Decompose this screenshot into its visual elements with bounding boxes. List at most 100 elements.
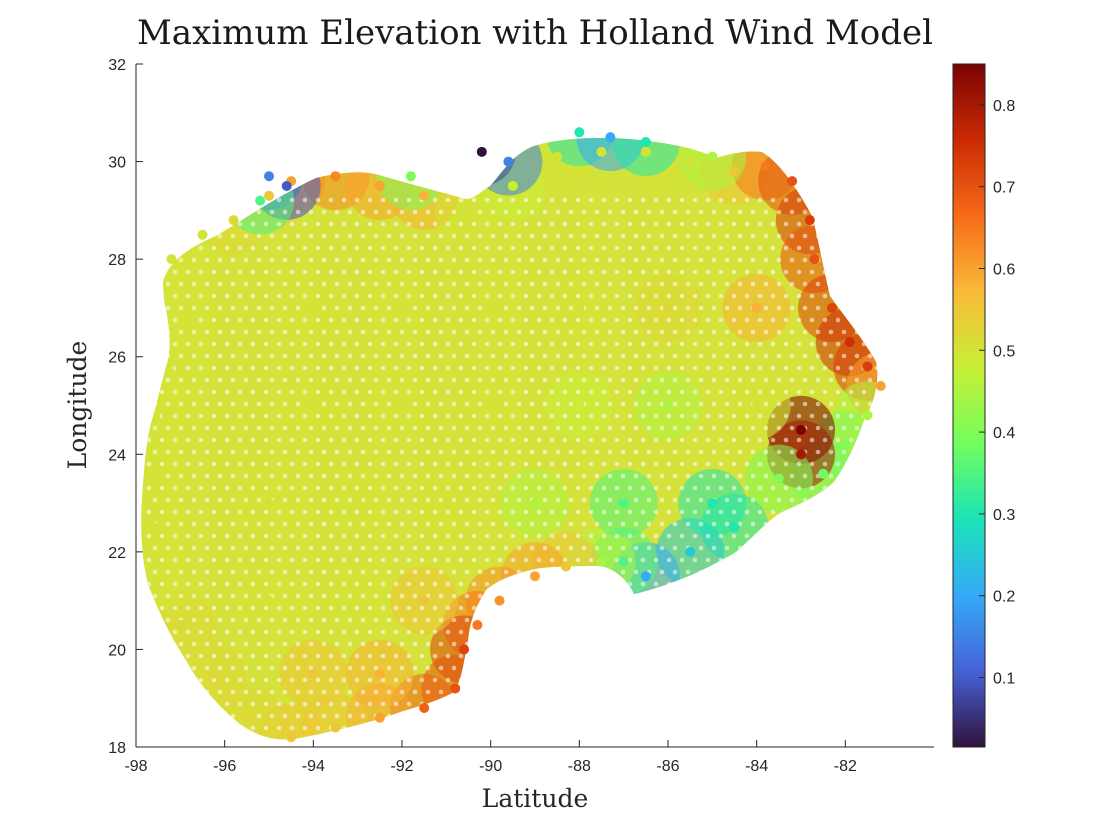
mesh-gap bbox=[315, 269, 321, 275]
mesh-gap bbox=[211, 221, 217, 227]
mesh-gap bbox=[711, 593, 717, 599]
mesh-gap bbox=[152, 353, 158, 359]
mesh-gap bbox=[653, 341, 659, 347]
mesh-gap bbox=[666, 701, 672, 707]
mesh-gap bbox=[282, 617, 288, 623]
mesh-gap bbox=[198, 701, 204, 707]
mesh-gap bbox=[321, 329, 327, 335]
mesh-gap bbox=[711, 449, 717, 455]
mesh-gap bbox=[159, 461, 165, 467]
mesh-gap bbox=[191, 665, 197, 671]
mesh-gap bbox=[881, 234, 886, 239]
mesh-gap bbox=[523, 509, 529, 515]
mesh-gap bbox=[698, 593, 704, 599]
mesh-gap bbox=[289, 557, 295, 563]
mesh-gap bbox=[432, 725, 438, 731]
mesh-gap bbox=[711, 473, 717, 479]
mesh-gap bbox=[328, 509, 334, 515]
mesh-gap bbox=[653, 245, 659, 251]
mesh-gap bbox=[822, 509, 828, 515]
mesh-gap bbox=[640, 269, 646, 275]
mesh-gap bbox=[581, 689, 587, 695]
mesh-gap bbox=[640, 557, 646, 563]
mesh-gap bbox=[172, 245, 178, 251]
mesh-gap bbox=[230, 353, 236, 359]
mesh-gap bbox=[536, 269, 542, 275]
mesh-gap bbox=[601, 197, 607, 203]
mesh-gap bbox=[159, 725, 165, 731]
mesh-gap bbox=[653, 677, 659, 683]
data-point bbox=[685, 156, 696, 167]
mesh-gap bbox=[250, 677, 256, 683]
mesh-gap bbox=[789, 377, 795, 383]
mesh-gap bbox=[373, 569, 379, 575]
mesh-gap bbox=[867, 305, 873, 311]
mesh-gap bbox=[510, 581, 516, 587]
mesh-gap bbox=[484, 725, 490, 731]
mesh-gap bbox=[464, 257, 470, 263]
mesh-gap bbox=[841, 689, 847, 695]
mesh-gap bbox=[867, 641, 873, 647]
mesh-gap bbox=[854, 545, 860, 551]
mesh-gap bbox=[152, 281, 158, 287]
mesh-gap bbox=[588, 605, 594, 611]
mesh-gap bbox=[458, 701, 464, 707]
mesh-gap bbox=[575, 725, 581, 731]
mesh-gap bbox=[256, 233, 262, 239]
mesh-gap bbox=[633, 401, 639, 407]
mesh-gap bbox=[666, 725, 672, 731]
mesh-gap bbox=[438, 545, 444, 551]
mesh-gap bbox=[302, 533, 308, 539]
mesh-gap bbox=[841, 281, 847, 287]
mesh-gap bbox=[165, 209, 171, 215]
mesh-gap bbox=[451, 401, 457, 407]
mesh-gap bbox=[497, 533, 503, 539]
mesh-gap bbox=[698, 305, 704, 311]
mesh-gap bbox=[750, 641, 756, 647]
mesh-gap bbox=[750, 689, 756, 695]
mesh-gap bbox=[373, 257, 379, 263]
mesh-gap bbox=[867, 449, 873, 455]
mesh-gap bbox=[685, 401, 691, 407]
mesh-gap bbox=[185, 197, 191, 203]
mesh-gap bbox=[549, 341, 555, 347]
mesh-gap bbox=[159, 533, 165, 539]
mesh-gap bbox=[471, 461, 477, 467]
x-tick-label: -98 bbox=[124, 758, 147, 775]
mesh-gap bbox=[497, 557, 503, 563]
mesh-gap bbox=[282, 713, 288, 719]
mesh-gap bbox=[328, 677, 334, 683]
data-point bbox=[330, 722, 341, 733]
mesh-gap bbox=[217, 569, 223, 575]
mesh-gap bbox=[815, 233, 821, 239]
mesh-gap bbox=[256, 545, 262, 551]
mesh-gap bbox=[367, 341, 373, 347]
mesh-gap bbox=[484, 221, 490, 227]
mesh-gap bbox=[828, 497, 834, 503]
mesh-gap bbox=[783, 581, 789, 587]
mesh-gap bbox=[432, 605, 438, 611]
mesh-gap bbox=[529, 353, 535, 359]
mesh-gap bbox=[217, 305, 223, 311]
mesh-gap bbox=[588, 317, 594, 323]
mesh-gap bbox=[191, 689, 197, 695]
mesh-gap bbox=[523, 365, 529, 371]
mesh-gap bbox=[490, 377, 496, 383]
mesh-gap bbox=[770, 293, 776, 299]
mesh-gap bbox=[542, 353, 548, 359]
mesh-gap bbox=[672, 425, 678, 431]
mesh-gap bbox=[347, 305, 353, 311]
mesh-gap bbox=[302, 197, 308, 203]
mesh-gap bbox=[796, 725, 802, 731]
mesh-gap bbox=[412, 593, 418, 599]
mesh-gap bbox=[679, 605, 685, 611]
mesh-gap bbox=[529, 377, 535, 383]
mesh-gap bbox=[360, 305, 366, 311]
mesh-gap bbox=[471, 389, 477, 395]
mesh-gap bbox=[341, 245, 347, 251]
mesh-gap bbox=[185, 653, 191, 659]
mesh-gap bbox=[308, 449, 314, 455]
y-tick-label: 30 bbox=[108, 155, 126, 172]
mesh-gap bbox=[237, 605, 243, 611]
mesh-gap bbox=[159, 629, 165, 635]
